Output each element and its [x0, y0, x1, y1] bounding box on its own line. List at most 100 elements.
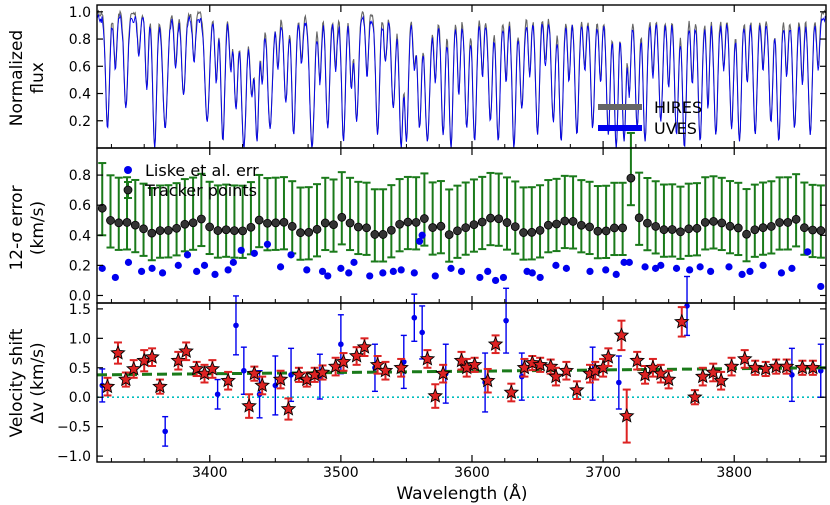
- tracker-point: [263, 218, 272, 228]
- liske-point: [457, 267, 466, 275]
- tracker-point: [97, 203, 107, 213]
- tracker-point: [139, 224, 148, 234]
- y-tick-label: 0.2: [69, 258, 91, 274]
- tracker-velocity-star: [241, 397, 257, 413]
- liske-point: [686, 266, 694, 274]
- liske-point: [707, 267, 715, 275]
- tracker-point: [477, 217, 487, 227]
- tracker-velocity-star: [600, 349, 617, 364]
- tracker-point: [766, 222, 776, 231]
- tracker-point: [758, 223, 768, 233]
- tracker-point: [386, 225, 396, 235]
- tracker-point: [238, 226, 248, 236]
- flux-y-ticks: 0.2 0.4 0.6 0.8 1.0: [69, 5, 826, 130]
- flux-panel: 0.2 0.4 0.6 0.8 1.0 HIRES UVES Normalized fl…: [7, 5, 826, 149]
- tracker-point: [510, 222, 520, 232]
- liske-point: [111, 273, 119, 282]
- tracker-point: [461, 223, 471, 233]
- tracker-velocity-star: [629, 352, 646, 368]
- tracker-point: [585, 222, 594, 232]
- tracker-point: [271, 218, 281, 228]
- tracker-velocity-star: [736, 350, 753, 366]
- tracker-point: [651, 221, 661, 231]
- tracker-point: [593, 226, 603, 236]
- tracker-point: [246, 222, 256, 232]
- tracker-point: [535, 225, 545, 235]
- liske-point: [224, 266, 232, 274]
- tracker-velocity-star: [335, 353, 352, 369]
- tracker-point: [444, 230, 454, 239]
- flux-legend: HIRES UVES: [598, 98, 702, 138]
- y-tick-label: 0.0: [69, 390, 91, 406]
- tracker-point: [106, 216, 115, 225]
- tracker-velocity-star: [393, 359, 409, 375]
- liske-point: [324, 272, 332, 280]
- x-tick-label: 3700: [585, 465, 621, 481]
- tracker-velocity-star: [687, 389, 703, 404]
- liske-point: [536, 273, 544, 282]
- y-tick-label: −0.5: [57, 420, 91, 436]
- tracker-velocity-star: [419, 350, 436, 366]
- tracker-velocity-star: [152, 378, 168, 394]
- velocity-points: [96, 275, 827, 447]
- tracker-velocity-star: [757, 360, 774, 376]
- liske-velocity-point: [411, 314, 418, 321]
- tracker-point: [527, 227, 537, 237]
- liske-point: [484, 267, 492, 275]
- tracker-point: [618, 223, 628, 233]
- liske-point: [562, 264, 570, 272]
- tracker-point: [411, 217, 421, 227]
- liske-point: [476, 273, 484, 282]
- liske-point: [366, 272, 374, 280]
- tracker-point: [403, 217, 413, 227]
- tracker-point: [750, 225, 760, 235]
- tracker-velocity-star: [503, 384, 520, 400]
- tracker-point: [205, 222, 215, 232]
- tracker-point: [172, 223, 181, 233]
- tracker-velocity-star: [99, 378, 116, 394]
- tracker-velocity-star: [487, 336, 504, 351]
- legend-tracker-label: Tracker points: [144, 181, 257, 200]
- tracker-velocity-star: [705, 364, 722, 380]
- liske-point: [303, 266, 311, 274]
- liske-point: [738, 270, 746, 279]
- liske-point: [318, 267, 327, 275]
- tracker-point: [353, 222, 363, 232]
- liske-point: [148, 264, 156, 272]
- liske-point: [237, 246, 245, 254]
- liske-velocity-point: [419, 329, 425, 336]
- x-tick-label: 3400: [192, 465, 228, 481]
- tracker-velocity-star: [558, 362, 575, 378]
- error-y-label-line1: 12-σ error: [7, 185, 27, 270]
- tracker-point: [560, 216, 570, 226]
- tracker-point: [188, 218, 198, 228]
- liske-velocity-point: [233, 322, 239, 329]
- legend-hires-label: HIRES: [654, 98, 702, 117]
- liske-point: [397, 266, 405, 274]
- liske-point: [350, 258, 358, 266]
- tracker-point: [725, 221, 735, 231]
- tracker-point: [296, 228, 305, 238]
- tracker-point: [659, 225, 669, 235]
- tracker-velocity-star: [618, 407, 635, 423]
- tracker-velocity-star: [435, 365, 451, 381]
- tracker-point: [287, 221, 297, 231]
- tracker-point: [147, 228, 157, 238]
- liske-point: [804, 248, 812, 256]
- velocity-y-ticks: −1.0 −0.5 0.0 0.5 1.0 1.5: [57, 302, 826, 465]
- tracker-velocity-star: [220, 372, 236, 388]
- liske-velocity-point: [338, 341, 344, 348]
- error-y-ticks: 0.0 0.2 0.4 0.6 0.8: [69, 168, 826, 304]
- y-tick-label: 0.8: [69, 168, 91, 184]
- tracker-point: [378, 230, 388, 239]
- tracker-velocity-star: [272, 371, 289, 387]
- liske-point: [672, 264, 681, 272]
- liske-point: [389, 267, 397, 275]
- liske-point: [777, 269, 786, 277]
- tracker-point: [775, 218, 784, 227]
- tracker-point: [692, 223, 702, 233]
- liske-point: [746, 267, 754, 275]
- tracker-velocity-star: [713, 372, 729, 388]
- tracker-point: [337, 212, 347, 222]
